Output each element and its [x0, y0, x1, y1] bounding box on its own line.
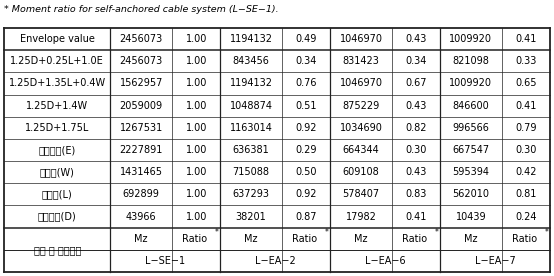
Text: 1.00: 1.00 — [186, 34, 207, 44]
Text: Mz: Mz — [354, 234, 368, 244]
Text: 0.67: 0.67 — [405, 78, 427, 88]
Text: 0.30: 0.30 — [515, 145, 536, 155]
Text: Ratio: Ratio — [182, 234, 207, 244]
Text: 595394: 595394 — [453, 167, 489, 177]
Text: 1046970: 1046970 — [340, 78, 382, 88]
Text: 1.00: 1.00 — [186, 78, 207, 88]
Text: 1163014: 1163014 — [230, 123, 273, 133]
Text: Envelope value: Envelope value — [20, 34, 95, 44]
Text: 0.76: 0.76 — [295, 78, 317, 88]
Text: 609108: 609108 — [342, 167, 379, 177]
Text: Ratio: Ratio — [402, 234, 427, 244]
Text: 0.42: 0.42 — [515, 167, 537, 177]
Text: 1.00: 1.00 — [186, 145, 207, 155]
Text: 0.33: 0.33 — [515, 56, 536, 66]
Text: 10439: 10439 — [455, 211, 486, 222]
Text: L−EA−7: L−EA−7 — [475, 256, 515, 266]
Text: 1046970: 1046970 — [340, 34, 382, 44]
Text: 692899: 692899 — [123, 189, 160, 199]
Text: 1194132: 1194132 — [229, 78, 273, 88]
Text: 1.25D+1.4W: 1.25D+1.4W — [26, 101, 88, 111]
Text: 667547: 667547 — [452, 145, 489, 155]
Text: 0.92: 0.92 — [295, 189, 317, 199]
Text: 1562957: 1562957 — [120, 78, 163, 88]
Text: L−EA−2: L−EA−2 — [255, 256, 296, 266]
Text: 1267531: 1267531 — [120, 123, 163, 133]
Text: 1.00: 1.00 — [186, 167, 207, 177]
Text: 1.00: 1.00 — [186, 189, 207, 199]
Text: 0.51: 0.51 — [295, 101, 317, 111]
Text: 풍하중(W): 풍하중(W) — [40, 167, 75, 177]
Text: L−SE−1: L−SE−1 — [145, 256, 186, 266]
Text: 843456: 843456 — [233, 56, 270, 66]
Text: 0.43: 0.43 — [406, 34, 427, 44]
Text: 0.82: 0.82 — [405, 123, 427, 133]
Text: 0.29: 0.29 — [295, 145, 317, 155]
Text: 43966: 43966 — [126, 211, 157, 222]
Text: 875229: 875229 — [342, 101, 379, 111]
Text: 0.43: 0.43 — [406, 167, 427, 177]
Text: 578407: 578407 — [342, 189, 379, 199]
Text: 562010: 562010 — [453, 189, 489, 199]
Text: 0.49: 0.49 — [295, 34, 317, 44]
Text: 1009920: 1009920 — [449, 34, 493, 44]
Text: * Moment ratio for self-anchored cable system (L−SE−1).: * Moment ratio for self-anchored cable s… — [4, 5, 279, 14]
Text: 821098: 821098 — [453, 56, 489, 66]
Text: 38201: 38201 — [236, 211, 266, 222]
Text: 1.25D+1.35L+0.4W: 1.25D+1.35L+0.4W — [9, 78, 106, 88]
Text: 996566: 996566 — [453, 123, 489, 133]
Text: 1.25D+0.25L+1.0E: 1.25D+0.25L+1.0E — [11, 56, 104, 66]
Text: 0.34: 0.34 — [406, 56, 427, 66]
Text: Mz: Mz — [244, 234, 258, 244]
Text: *: * — [215, 228, 219, 237]
Text: 2456073: 2456073 — [120, 56, 163, 66]
Text: 0.24: 0.24 — [515, 211, 537, 222]
Text: 715088: 715088 — [233, 167, 270, 177]
Text: 0.87: 0.87 — [295, 211, 317, 222]
Text: 1.00: 1.00 — [186, 123, 207, 133]
Text: 0.79: 0.79 — [515, 123, 537, 133]
Text: 0.65: 0.65 — [515, 78, 537, 88]
Text: 1.25D+1.75L: 1.25D+1.75L — [25, 123, 89, 133]
Text: 1.00: 1.00 — [186, 211, 207, 222]
Text: Ratio: Ratio — [292, 234, 317, 244]
Text: Mz: Mz — [464, 234, 478, 244]
Text: 846600: 846600 — [453, 101, 489, 111]
Text: 활하중(L): 활하중(L) — [42, 189, 73, 199]
Text: 지진하중(E): 지진하중(E) — [39, 145, 76, 155]
Text: 1431465: 1431465 — [120, 167, 163, 177]
Text: 1034690: 1034690 — [340, 123, 382, 133]
Text: 831423: 831423 — [342, 56, 379, 66]
Text: 2456073: 2456073 — [120, 34, 163, 44]
Text: 1194132: 1194132 — [229, 34, 273, 44]
Text: 0.30: 0.30 — [406, 145, 427, 155]
Text: 하중 및 하중조합: 하중 및 하중조합 — [34, 245, 81, 255]
Text: 1048874: 1048874 — [229, 101, 273, 111]
Text: 0.81: 0.81 — [515, 189, 536, 199]
Text: *: * — [325, 228, 329, 237]
Text: 1009920: 1009920 — [449, 78, 493, 88]
Text: 0.41: 0.41 — [515, 101, 536, 111]
Text: L−EA−6: L−EA−6 — [365, 256, 406, 266]
Text: 637293: 637293 — [233, 189, 270, 199]
Text: *: * — [435, 228, 439, 237]
Text: 0.92: 0.92 — [295, 123, 317, 133]
Text: 고정하중(D): 고정하중(D) — [38, 211, 76, 222]
Text: 2227891: 2227891 — [120, 145, 163, 155]
Text: 0.43: 0.43 — [406, 101, 427, 111]
Text: 17982: 17982 — [346, 211, 376, 222]
Text: *: * — [545, 228, 548, 237]
Text: 0.41: 0.41 — [406, 211, 427, 222]
Text: 2059009: 2059009 — [120, 101, 163, 111]
Text: Mz: Mz — [135, 234, 148, 244]
Text: Ratio: Ratio — [512, 234, 537, 244]
Text: 664344: 664344 — [342, 145, 379, 155]
Text: 1.00: 1.00 — [186, 56, 207, 66]
Text: 636381: 636381 — [233, 145, 269, 155]
Text: 0.50: 0.50 — [295, 167, 317, 177]
Text: 0.83: 0.83 — [406, 189, 427, 199]
Text: 0.41: 0.41 — [515, 34, 536, 44]
Text: 0.34: 0.34 — [295, 56, 317, 66]
Text: 1.00: 1.00 — [186, 101, 207, 111]
